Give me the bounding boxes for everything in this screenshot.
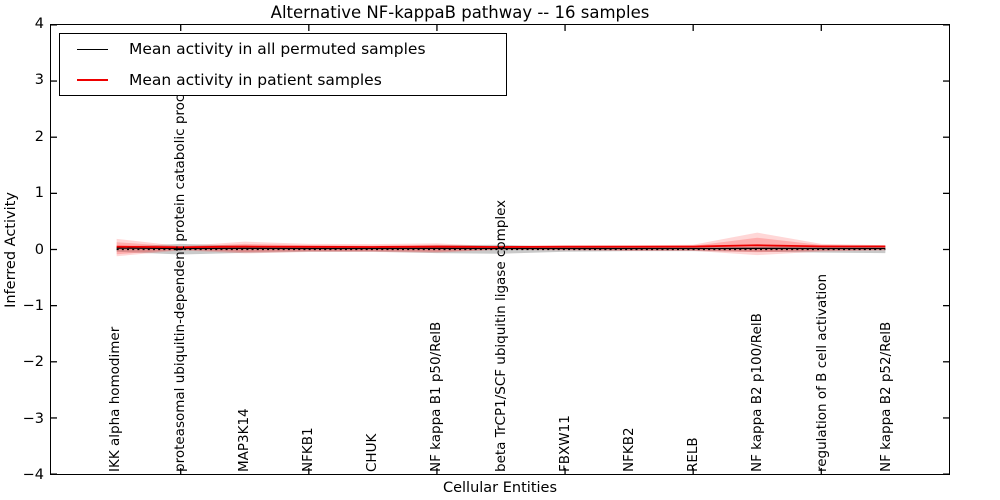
y-tick-label: 0 — [34, 241, 44, 258]
x-tick-label: NF kappa B2 p52/RelB — [877, 321, 894, 472]
x-tick-label: IKK alpha homodimer — [107, 326, 124, 472]
x-tick-label: NFKB1 — [299, 427, 316, 472]
x-tick-label: NF kappa B1 p50/RelB — [428, 321, 445, 472]
legend-item: Mean activity in patient samples — [60, 65, 506, 96]
x-tick-label: NF kappa B2 p100/RelB — [749, 313, 766, 472]
y-tick-label: 3 — [34, 72, 44, 89]
x-tick-label: CHUK — [364, 433, 381, 472]
legend-line-sample — [77, 78, 108, 81]
x-tick-label: FBXW11 — [556, 415, 573, 472]
axis-ticks — [51, 25, 949, 474]
legend-label: Mean activity in patient samples — [129, 70, 382, 89]
y-tick-label: 4 — [34, 15, 44, 32]
x-tick-label: beta TrCP1/SCF ubiquitin ligase complex — [492, 199, 509, 472]
y-tick-label: 1 — [34, 185, 44, 202]
y-tick-label: −1 — [22, 297, 44, 314]
legend-label: Mean activity in all permuted samples — [129, 40, 426, 59]
x-tick-label: MAP3K14 — [235, 408, 252, 472]
y-tick-label: −3 — [22, 410, 44, 427]
legend-line-sample — [77, 48, 108, 50]
x-tick-label: RELB — [685, 437, 702, 472]
plot-area: Mean activity in all permuted samples Mea… — [50, 24, 950, 475]
legend-item: Mean activity in all permuted samples — [60, 34, 506, 65]
y-tick-label: 2 — [34, 128, 44, 145]
legend: Mean activity in all permuted samples Mea… — [59, 33, 507, 96]
series-line-patient — [116, 244, 886, 249]
x-tick-label: NFKB2 — [620, 427, 637, 472]
y-tick-label: −2 — [22, 354, 44, 371]
patient-std-band-outer — [116, 232, 886, 257]
y-tick-label: −4 — [22, 467, 44, 484]
plot-canvas — [51, 25, 949, 474]
x-tick-label: proteasomal ubiquitin-dependent protein … — [171, 72, 188, 472]
x-tick-label: regulation of B cell activation — [813, 273, 830, 472]
x-axis-label: Cellular Entities — [442, 480, 558, 496]
chart-title: Alternative NF-kappaB pathway -- 16 samp… — [270, 3, 650, 22]
patient-std-band-inner — [116, 237, 886, 255]
